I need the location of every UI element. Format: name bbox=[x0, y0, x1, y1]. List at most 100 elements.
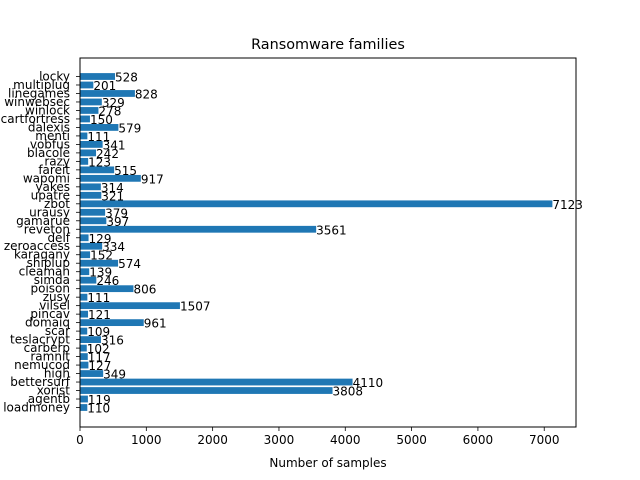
value-label-urausy: 379 bbox=[105, 206, 128, 220]
value-label-scar: 109 bbox=[87, 325, 110, 339]
y-tick-label-winlock: winlock bbox=[25, 103, 70, 117]
value-label-multiplug: 201 bbox=[93, 79, 116, 93]
y-tick-label-poison: poison bbox=[31, 282, 71, 296]
y-tick-label-urausy: urausy bbox=[29, 205, 70, 219]
y-tick-label-gamarue: gamarue bbox=[16, 214, 70, 228]
bar-razy bbox=[80, 157, 89, 165]
y-tick-label-winwebsec: winwebsec bbox=[4, 95, 70, 109]
x-tick-label-4000: 4000 bbox=[330, 433, 361, 447]
bar-simda bbox=[80, 276, 97, 284]
y-tick-label-teslacrypt: teslacrypt bbox=[10, 333, 70, 347]
value-label-zusy: 111 bbox=[87, 291, 110, 305]
value-label-winwebsec: 329 bbox=[102, 96, 125, 110]
bar-gamarue bbox=[80, 217, 107, 225]
bar-zusy bbox=[80, 293, 88, 301]
x-tick-label-3000: 3000 bbox=[264, 433, 295, 447]
bar-fareit bbox=[80, 166, 115, 174]
value-label-ramnit: 117 bbox=[88, 351, 111, 365]
bar-upatre bbox=[80, 191, 102, 199]
value-label-vilsel: 1507 bbox=[180, 300, 211, 314]
bar-urausy bbox=[80, 208, 106, 216]
y-tick-label-yakes: yakes bbox=[35, 180, 70, 194]
value-label-gamarue: 397 bbox=[106, 215, 129, 229]
bar-dalexis bbox=[80, 124, 119, 131]
x-axis: 0 1000 2000 3000 4000 5000 6000 7000 bbox=[76, 427, 560, 447]
bar-linegames bbox=[80, 90, 135, 97]
y-tick-label-zbot: zbot bbox=[44, 197, 70, 211]
y-tick-label-zeroaccess: zeroaccess bbox=[4, 239, 70, 253]
plot-frame bbox=[79, 57, 577, 428]
value-label-shiplup: 574 bbox=[118, 257, 141, 271]
y-tick-label-multiplug: multiplug bbox=[13, 78, 70, 92]
y-tick-label-domaiq: domaiq bbox=[25, 316, 70, 330]
value-label-blacole: 242 bbox=[96, 147, 119, 161]
value-label-carberp: 102 bbox=[87, 342, 110, 356]
y-tick-label-xorist: xorist bbox=[37, 384, 71, 398]
value-label-bettersurf: 4110 bbox=[353, 376, 384, 390]
bar-high bbox=[80, 370, 104, 377]
value-label-linegames: 828 bbox=[135, 87, 158, 101]
y-tick-label-zusy: zusy bbox=[43, 290, 70, 304]
bar-multiplug bbox=[80, 81, 94, 89]
bar-vilsel bbox=[80, 302, 180, 310]
bar-agentb bbox=[80, 395, 88, 403]
x-axis-label: Number of samples bbox=[269, 456, 386, 470]
bar-menti bbox=[80, 132, 88, 140]
y-tick-label-wapomi: wapomi bbox=[23, 171, 70, 185]
x-tick-label-6000: 6000 bbox=[463, 433, 494, 447]
bar-nemucod bbox=[80, 361, 89, 369]
value-label-yakes: 314 bbox=[101, 181, 124, 195]
bar-locky bbox=[80, 73, 116, 80]
value-label-dalexis: 579 bbox=[118, 121, 141, 135]
y-tick-label-high: high bbox=[44, 367, 70, 381]
x-tick-label-2000: 2000 bbox=[197, 433, 228, 447]
value-label-xorist: 3808 bbox=[333, 385, 364, 399]
value-label-delf: 129 bbox=[89, 232, 112, 246]
bar-cartfortress bbox=[80, 115, 90, 123]
y-tick-label-bettersurf: bettersurf bbox=[10, 375, 71, 389]
bar-loadmoney bbox=[80, 404, 88, 411]
value-label-vobfus: 341 bbox=[103, 138, 126, 152]
value-label-simda: 246 bbox=[96, 274, 119, 288]
value-label-winlock: 278 bbox=[98, 104, 121, 118]
value-label-poison: 806 bbox=[133, 283, 156, 297]
y-tick-label-agentb: agentb bbox=[28, 392, 70, 406]
bar-carberp bbox=[80, 344, 87, 352]
bar-yakes bbox=[80, 183, 101, 191]
bar-blacole bbox=[80, 149, 97, 157]
y-tick-label-blacole: blacole bbox=[27, 146, 70, 160]
value-label-reveton: 3561 bbox=[316, 223, 347, 237]
value-label-fareit: 515 bbox=[114, 164, 137, 178]
bar-scar bbox=[80, 327, 88, 335]
value-label-pincav: 121 bbox=[88, 308, 111, 322]
y-tick-label-cleaman: cleaman bbox=[19, 265, 70, 279]
value-label-cartfortress: 150 bbox=[90, 113, 113, 127]
y-tick-label-upatre: upatre bbox=[31, 188, 70, 202]
value-label-menti: 111 bbox=[87, 130, 110, 144]
bar-ramnit bbox=[80, 353, 88, 360]
y-tick-label-razy: razy bbox=[44, 154, 70, 168]
value-label-nemucod: 127 bbox=[88, 359, 111, 373]
bar-zbot bbox=[80, 200, 553, 208]
y-tick-label-locky: locky bbox=[39, 70, 70, 84]
bar-winlock bbox=[80, 107, 99, 114]
bar-vobfus bbox=[80, 141, 103, 148]
bar-pincav bbox=[80, 310, 89, 318]
value-label-wapomi: 917 bbox=[141, 172, 164, 186]
value-label-locky: 528 bbox=[115, 71, 138, 85]
chart-title: Ransomware families bbox=[251, 37, 405, 53]
value-label-agentb: 119 bbox=[88, 393, 111, 407]
value-label-teslacrypt: 316 bbox=[101, 334, 124, 348]
y-tick-label-shiplup: shiplup bbox=[27, 256, 70, 270]
y-tick-label-scar: scar bbox=[45, 324, 70, 338]
bar-reveton bbox=[80, 225, 317, 233]
value-label-karagany: 152 bbox=[90, 249, 113, 263]
value-label-loadmoney: 110 bbox=[87, 402, 110, 416]
y-tick-label-linegames: linegames bbox=[8, 86, 70, 100]
y-tick-label-loadmoney: loadmoney bbox=[3, 401, 70, 415]
y-tick-label-vobfus: vobfus bbox=[30, 137, 70, 151]
y-tick-label-ramnit: ramnit bbox=[30, 350, 70, 364]
value-label-domaiq: 961 bbox=[144, 317, 167, 331]
y-tick-label-dalexis: dalexis bbox=[28, 120, 70, 134]
